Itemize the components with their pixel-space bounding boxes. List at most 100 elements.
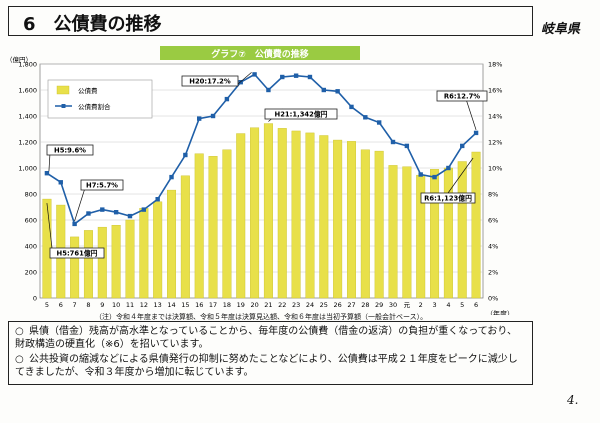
bar: [250, 127, 260, 299]
x-tick-label: 17: [209, 301, 217, 309]
x-tick-label: 6: [474, 301, 478, 309]
y2-tick-label: 16%: [488, 87, 502, 95]
y-tick-label: 1,600: [18, 87, 37, 95]
bar: [305, 132, 315, 299]
y2-tick-label: 6%: [488, 217, 498, 225]
ratio-point: [252, 72, 257, 77]
legend-label: 公債費: [78, 86, 98, 95]
bar: [70, 236, 80, 299]
bar: [319, 135, 329, 299]
x-tick-label: 10: [112, 301, 120, 309]
summary-bullet: ○ 県債（借金）残高が高水準となっていることから、毎年度の公債費（借金の返済）の負…: [15, 325, 520, 351]
ratio-point: [446, 165, 451, 171]
ratio-point: [418, 172, 423, 177]
x-tick-label: 12: [140, 301, 148, 309]
bar: [443, 167, 453, 299]
y2-tick-label: 0%: [488, 295, 498, 303]
bar: [374, 150, 384, 299]
bar: [111, 224, 121, 299]
legend-swatch-bar: [56, 85, 70, 95]
bar: [208, 156, 218, 299]
ratio-point: [44, 171, 50, 176]
legend-box: [47, 79, 153, 119]
chart-footnote: （注）令和４年度までは決算額、令和５年度は決算見込額、令和６年度は当初予算額（一…: [95, 313, 428, 321]
ratio-point: [293, 73, 299, 78]
ratio-point: [307, 74, 313, 80]
y-tick-label: 400: [25, 243, 37, 251]
annotation-arrow: [447, 157, 474, 194]
x-tick-label: 21: [264, 301, 272, 309]
summary-bullet: ○ 公共投資の縮減などによる県債発行の抑制に努めたことなどにより、公債費は平成２１…: [15, 353, 520, 379]
ratio-point: [169, 174, 174, 180]
annotation-label: H7:5.7%: [86, 182, 118, 190]
y-tick-label: 1,400: [18, 113, 37, 121]
bar: [291, 130, 301, 299]
annotation-arrow: [237, 72, 252, 85]
x-tick-label: 16: [195, 301, 203, 309]
bullet-mark: ○: [15, 354, 24, 365]
annotation-label: H20:17.2%: [189, 78, 231, 86]
ratio-point: [349, 104, 354, 110]
annotation-box: [264, 108, 338, 120]
bullet-text: 県債（借金）残高が高水準となっていることから、毎年度の公債費（借金の返済）の負担…: [15, 326, 517, 350]
ratio-point: [210, 113, 216, 119]
bullet-mark: ○: [15, 326, 24, 337]
y2-tick-label: 14%: [488, 113, 502, 121]
page-number: 4.: [567, 393, 579, 407]
y-tick-label: 1,800: [18, 61, 37, 69]
bar: [471, 151, 481, 299]
ratio-point: [404, 143, 410, 149]
bar: [125, 219, 135, 299]
bar: [236, 133, 246, 299]
ratio-point: [432, 174, 437, 180]
annotation-arrow: [46, 203, 53, 249]
bar: [263, 123, 273, 299]
bar: [430, 169, 440, 299]
annotation-box: [49, 247, 105, 259]
ratio-point: [197, 116, 202, 121]
annotation-box: [46, 144, 94, 156]
bullet-text: 公共投資の縮減などによる県債発行の抑制に努めたことなどにより、公債費は平成２１年…: [15, 354, 518, 378]
ratio-point: [460, 143, 465, 149]
ratio-point: [86, 211, 91, 216]
bar: [180, 175, 190, 299]
ratio-point: [280, 74, 285, 80]
ratio-point: [321, 87, 326, 93]
annotation-arrow: [48, 152, 51, 172]
ratio-point: [100, 207, 105, 212]
ratio-point: [58, 180, 63, 185]
x-axis-unit: （年度）: [486, 309, 514, 315]
ratio-point: [238, 80, 243, 85]
annotation-arrow: [74, 187, 86, 222]
legend-label: 公債費割合: [78, 102, 111, 111]
ratio-line: [46, 73, 477, 226]
x-tick-label: 13: [154, 301, 162, 309]
y-tick-label: 600: [25, 217, 37, 225]
x-tick-label: 29: [375, 301, 383, 309]
bar: [346, 141, 356, 299]
bar: [333, 139, 343, 299]
x-tick-label: 23: [292, 301, 300, 309]
y-tick-label: 800: [25, 191, 37, 199]
section-header: 6 公債費の推移: [8, 6, 533, 36]
x-tick-label: 18: [223, 301, 231, 309]
annotation-label: R6:12.7%: [444, 93, 480, 101]
y2-tick-label: 12%: [488, 139, 502, 147]
bar: [167, 189, 177, 299]
ratio-point: [363, 115, 368, 120]
annotation-box: [420, 192, 476, 204]
x-tick-label: 22: [278, 301, 286, 309]
ratio-point: [473, 130, 479, 136]
ratio-point: [72, 221, 77, 227]
ratio-point: [155, 197, 160, 202]
x-tick-label: 24: [306, 301, 314, 309]
y2-tick-label: 10%: [488, 165, 502, 173]
annotation-box: [181, 75, 239, 87]
y2-tick-label: 8%: [488, 191, 498, 199]
x-tick-label: 5: [45, 301, 49, 309]
x-tick-label: 2: [419, 301, 423, 309]
prefecture-mark: 岐阜県: [541, 22, 581, 37]
chart-title-bar: [160, 46, 360, 60]
x-tick-label: 7: [73, 301, 77, 309]
bar: [194, 153, 204, 299]
